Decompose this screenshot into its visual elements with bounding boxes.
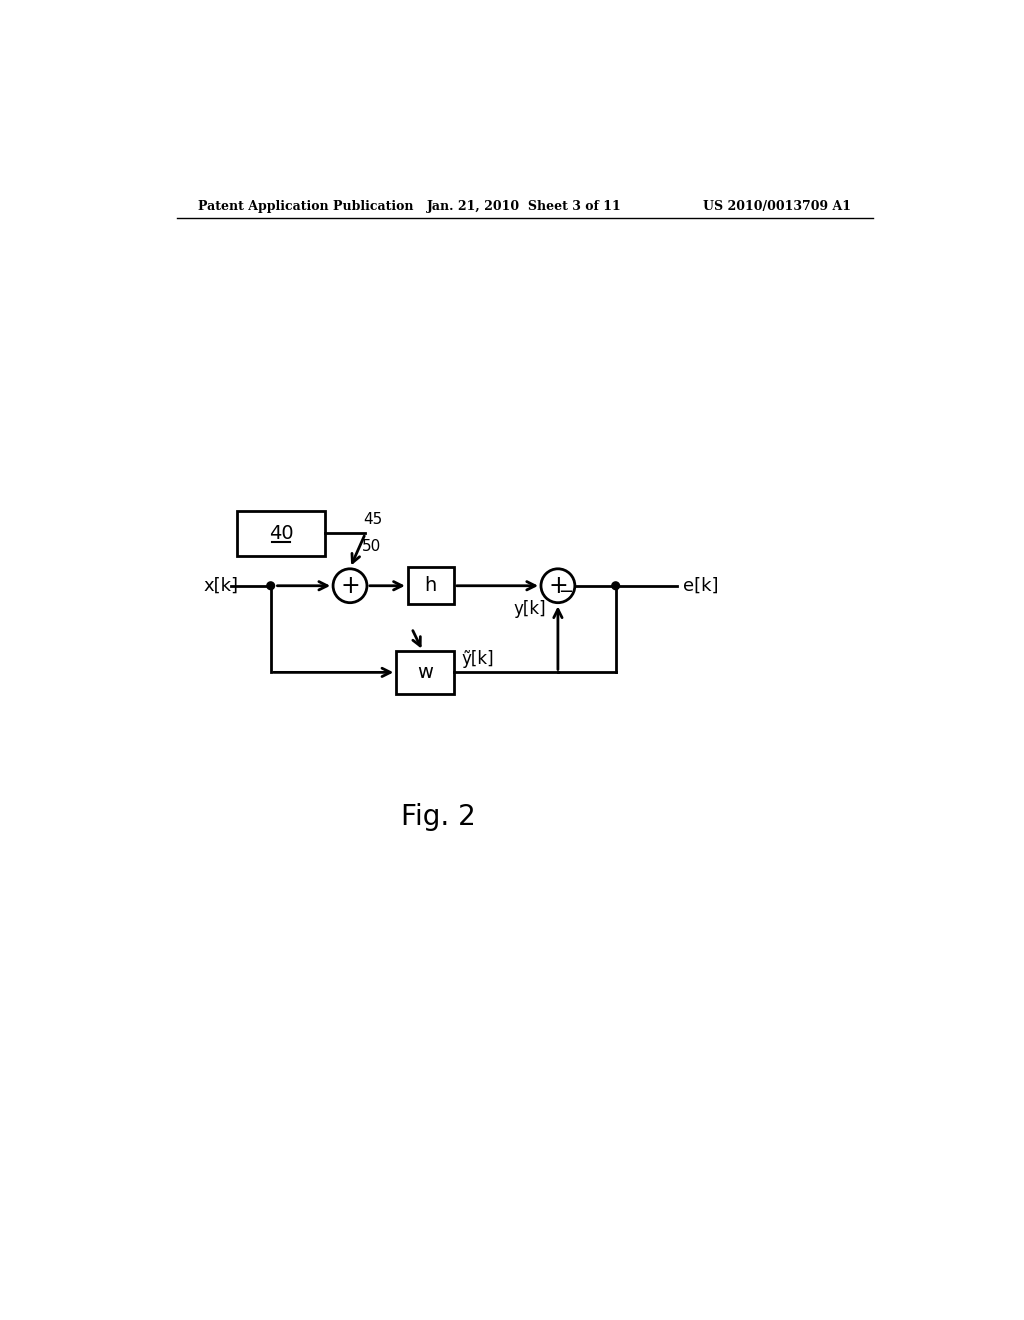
Circle shape (611, 582, 620, 590)
Circle shape (333, 569, 367, 603)
Text: 50: 50 (362, 540, 382, 554)
Text: 45: 45 (364, 512, 382, 527)
Text: y[k]: y[k] (514, 599, 547, 618)
Text: Jan. 21, 2010  Sheet 3 of 11: Jan. 21, 2010 Sheet 3 of 11 (427, 199, 623, 213)
Circle shape (541, 569, 574, 603)
Text: h: h (425, 577, 437, 595)
Text: Fig. 2: Fig. 2 (401, 803, 476, 830)
Text: ỹ[k]: ỹ[k] (462, 649, 495, 668)
Text: 40: 40 (268, 524, 294, 543)
Bar (408, 568, 454, 605)
Text: Patent Application Publication: Patent Application Publication (199, 199, 414, 213)
Text: US 2010/0013709 A1: US 2010/0013709 A1 (703, 199, 851, 213)
Text: x[k]: x[k] (204, 577, 239, 595)
Bar (396, 651, 454, 693)
Bar (237, 511, 326, 556)
Circle shape (267, 582, 274, 590)
Text: +: + (340, 574, 359, 598)
Text: e[k]: e[k] (683, 577, 719, 595)
Text: w: w (417, 663, 433, 682)
Text: +: + (548, 574, 567, 598)
Text: −: − (558, 583, 573, 601)
